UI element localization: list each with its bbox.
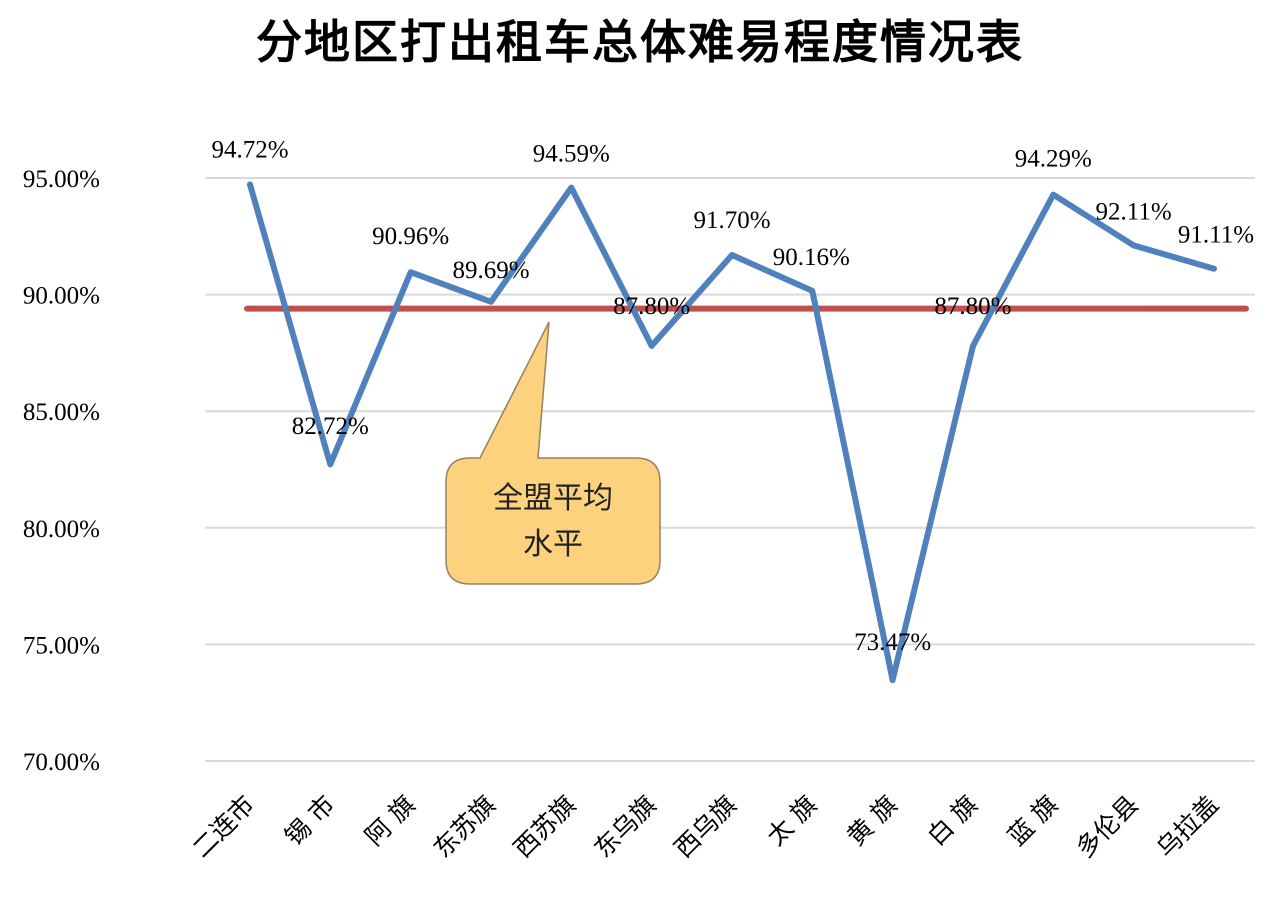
y-tick-label: 90.00% xyxy=(23,283,100,310)
data-label: 91.11% xyxy=(1178,222,1254,249)
x-category-label: 西苏旗 xyxy=(508,790,582,864)
y-tick-label: 85.00% xyxy=(23,399,100,426)
x-category-label: 太 旗 xyxy=(761,790,822,851)
data-labels: 94.72% 82.72% 90.96%89.69% 94.59% 87.80% 91.7… xyxy=(211,137,1254,656)
data-label: 87.80% xyxy=(613,293,690,320)
data-label: 94.29% xyxy=(1015,146,1092,173)
data-label: 87.80% xyxy=(934,293,1011,320)
y-axis-tick-labels: 70.00% 75.00% 80.00% 85.00% 90.00% 95.00% xyxy=(23,166,100,776)
callout-bubble xyxy=(445,321,661,585)
series-line xyxy=(247,181,1217,684)
x-category-label: 乌拉盖 xyxy=(1151,790,1225,864)
data-label: 91.70% xyxy=(693,207,770,234)
x-category-label: 东苏旗 xyxy=(428,790,502,864)
y-tick-label: 80.00% xyxy=(23,516,100,543)
y-tick-label: 70.00% xyxy=(23,749,100,776)
data-label: 90.16% xyxy=(773,244,850,271)
x-category-label: 阿 旗 xyxy=(359,790,420,851)
callout-text-line: 水平 xyxy=(523,527,583,562)
data-label: 89.69% xyxy=(452,257,529,284)
data-label: 92.11% xyxy=(1096,198,1172,225)
gridlines xyxy=(205,177,1255,762)
data-label: 94.59% xyxy=(533,141,610,168)
x-category-label: 白 旗 xyxy=(922,790,983,851)
x-category-label: 蓝 旗 xyxy=(1002,790,1063,851)
x-category-label: 二连市 xyxy=(187,790,261,864)
x-category-label: 西乌旗 xyxy=(669,790,743,864)
data-label: 82.72% xyxy=(292,413,369,440)
x-category-label: 锡 市 xyxy=(279,790,340,851)
x-category-label: 多伦县 xyxy=(1070,790,1144,864)
y-tick-label: 95.00% xyxy=(23,166,100,193)
series-line-layer xyxy=(247,181,1217,684)
callout-text-line: 全盟平均 xyxy=(493,481,613,516)
x-category-label: 黄 旗 xyxy=(841,790,902,851)
y-tick-label: 75.00% xyxy=(23,632,100,659)
x-category-label: 东乌旗 xyxy=(588,790,662,864)
data-label: 73.47% xyxy=(854,629,931,656)
x-axis-category-labels: 二连市锡 市阿 旗东苏旗 西苏旗 东乌旗 西乌旗太 旗黄 旗白 旗蓝 旗多伦县 乌拉盖 xyxy=(187,790,1225,864)
data-label: 94.72% xyxy=(211,137,288,164)
chart-title: 分地区打出租车总体难易程度情况表 xyxy=(256,15,1024,69)
data-label: 90.96% xyxy=(372,223,449,250)
